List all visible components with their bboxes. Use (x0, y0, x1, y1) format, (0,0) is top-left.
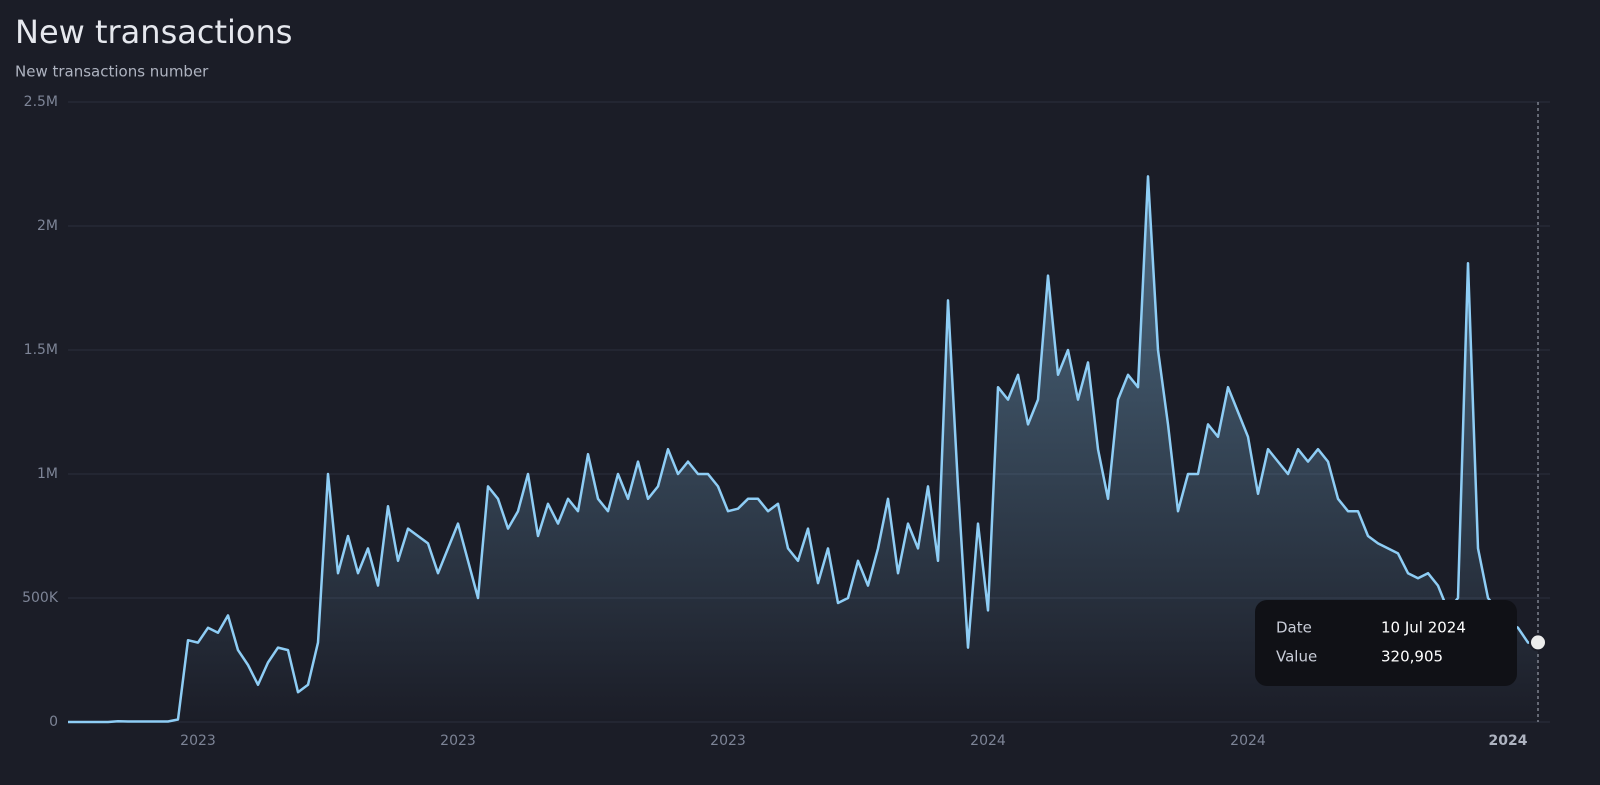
x-tick-label: 2023 (710, 733, 746, 749)
area (68, 176, 1538, 722)
y-tick-label: 1.5M (24, 342, 58, 358)
y-tick-label: 1M (37, 466, 58, 482)
tooltip-key: Date (1276, 619, 1312, 637)
x-tick-label: 2023 (180, 733, 216, 749)
tooltip-key: Value (1276, 648, 1317, 666)
tooltip-box (1255, 600, 1517, 686)
y-tick-label: 0 (49, 714, 58, 730)
tooltip: Date 10 Jul 2024 Value 320,905 (1255, 600, 1517, 686)
tooltip-value: 320,905 (1381, 648, 1443, 666)
y-tick-label: 500K (22, 590, 59, 606)
tooltip-value: 10 Jul 2024 (1381, 619, 1466, 637)
y-tick-label: 2M (37, 218, 58, 234)
chart-subtitle: New transactions number (15, 63, 209, 81)
line (68, 175, 1539, 724)
x-tick-label: 2024 (1230, 733, 1266, 749)
x-tick-label: 2023 (440, 733, 476, 749)
x-tick-label: 2024 (1489, 733, 1528, 749)
y-tick-label: 2.5M (24, 94, 58, 110)
x-tick-label: 2024 (970, 733, 1006, 749)
hover-dot (1529, 633, 1547, 652)
chart-title: New transactions (15, 13, 292, 51)
